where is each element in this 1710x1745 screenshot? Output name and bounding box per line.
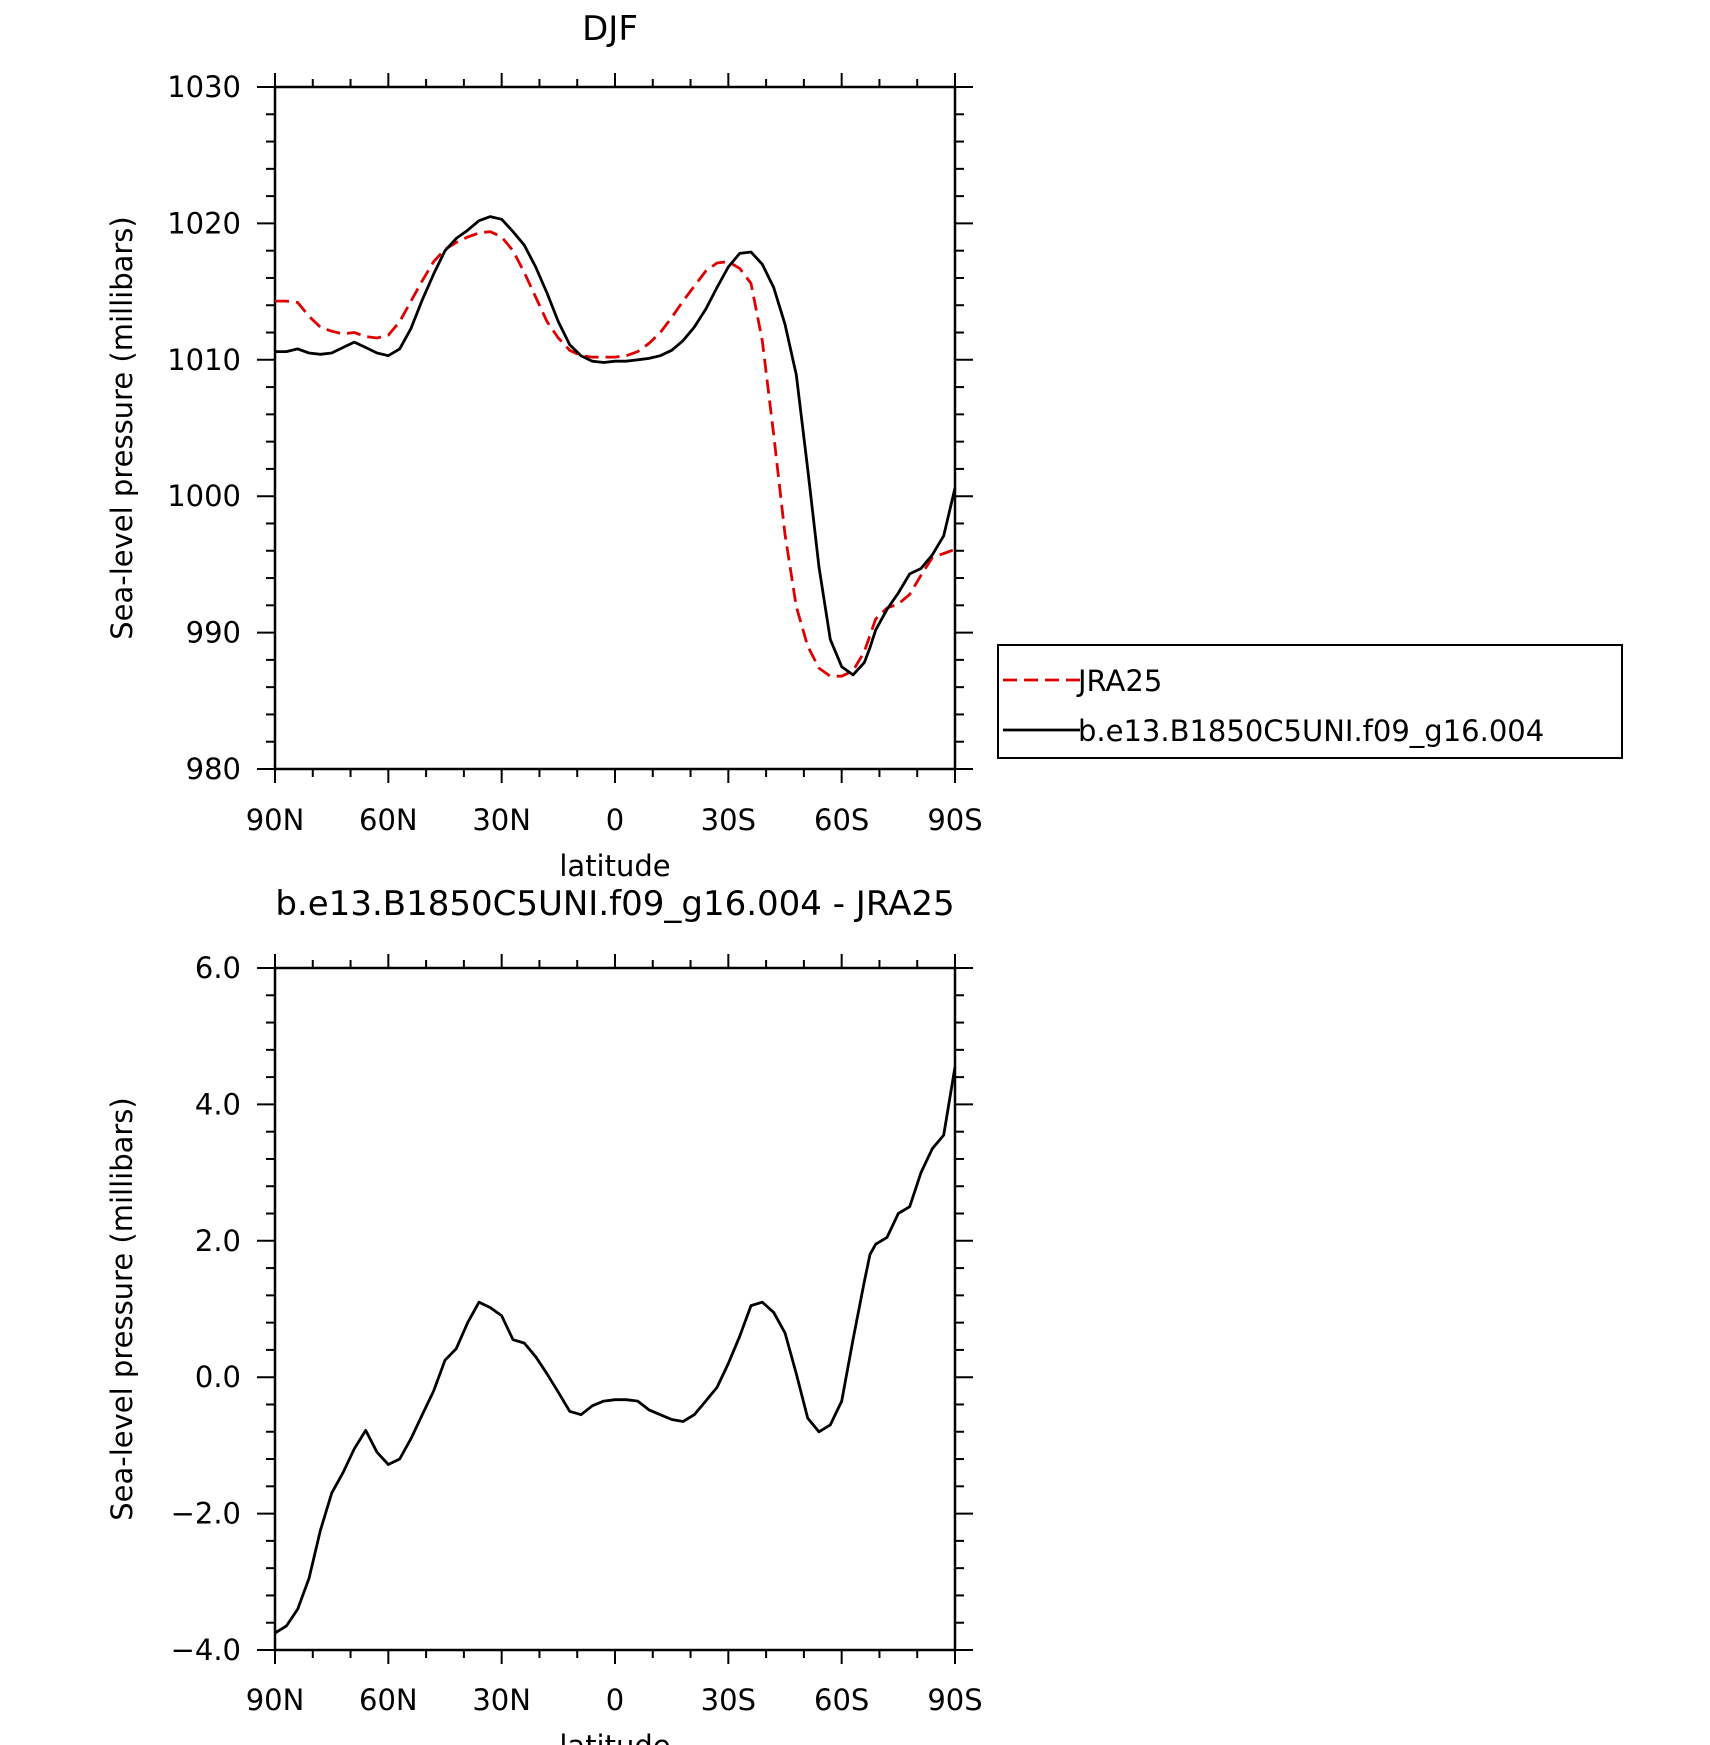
difference-panel: b.e13.B1850C5UNI.f09_g16.004 - JRA25 90N 6… [105,884,983,1745]
y-tick-label: −2.0 [171,1497,241,1531]
y-tick-label: 0.0 [195,1360,241,1394]
x-tick-label: 0 [606,803,624,837]
x-tick-label: 30N [472,1683,531,1717]
x-tick-label: 30S [701,1683,756,1717]
y-tick-label: 1030 [167,70,241,104]
x-tick-label: 60N [359,803,418,837]
x-tick-label: 0 [606,1683,624,1717]
x-axis-label: latitude [559,849,670,883]
legend-box [997,644,1623,759]
x-tick-label: 90N [246,1683,305,1717]
y-axis-label: Sea-level pressure (millibars) [105,216,139,639]
x-tick-label: 60S [814,803,869,837]
y-tick-label: 980 [186,752,241,786]
y-tick-label: 6.0 [195,951,241,985]
x-tick-label: 30N [472,803,531,837]
x-tick-label: 90S [927,803,982,837]
chart-title: DJF [582,9,638,49]
plot-frame [273,966,957,1652]
plot-frame [273,85,957,771]
x-tick-label: 60S [814,1683,869,1717]
y-tick-label: 1020 [167,206,241,240]
x-tick-label: 60N [359,1683,418,1717]
legend-label: b.e13.B1850C5UNI.f09_g16.004 [1078,714,1544,748]
series-line-model [274,1066,957,1635]
y-tick-label: 990 [186,616,241,650]
sea-level-pressure-panel: DJF 90N 60N 30N 0 30S 60S 90S 980 990 1000 1010 1020… [105,9,1623,883]
chart-title: b.e13.B1850C5UNI.f09_g16.004 - JRA25 [275,884,954,924]
x-tick-label: 90S [927,1683,982,1717]
y-tick-label: 1000 [167,479,241,513]
y-axis-label: Sea-level pressure (millibars) [105,1097,139,1520]
legend: JRA25 b.e13.B1850C5UNI.f09_g16.004 [997,644,1623,759]
series-line-jra25 [275,230,956,678]
y-tick-label: 1010 [167,343,241,377]
series-line-model [275,215,957,677]
y-tick-label: 2.0 [195,1224,241,1258]
x-tick-label: 90N [246,803,305,837]
x-axis-label: latitude [559,1729,670,1745]
y-tick-label: 4.0 [195,1087,241,1121]
y-tick-label: −4.0 [171,1633,241,1667]
x-tick-label: 30S [701,803,756,837]
legend-label: JRA25 [1076,664,1162,698]
